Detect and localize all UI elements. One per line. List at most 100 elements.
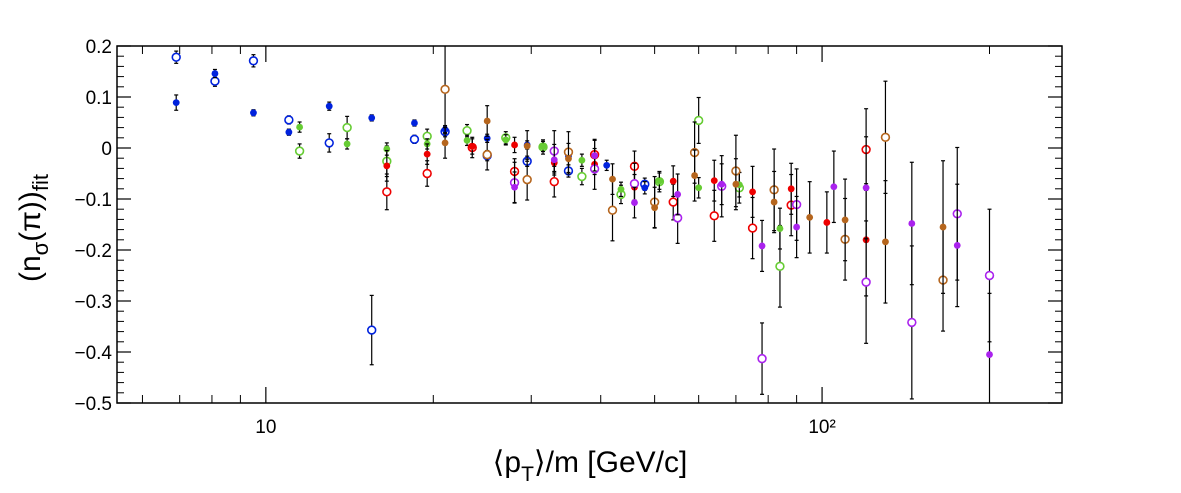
data-point-filled [285, 128, 293, 136]
y-title-sigma: σ [28, 241, 53, 255]
data-point-open [709, 211, 719, 221]
data-point-filled [787, 185, 795, 193]
plot-frame [116, 45, 1063, 404]
data-point-open [907, 317, 917, 328]
data-points-layer [171, 46, 995, 403]
data-point-filled [718, 180, 726, 188]
data-point-filled [343, 140, 351, 148]
data-point-open [549, 176, 559, 187]
data-point-filled [511, 141, 518, 149]
y-tick-label: −0.3 [74, 292, 112, 313]
data-point-filled [641, 184, 649, 192]
data-point-filled [483, 117, 491, 125]
data-point-filled [732, 180, 740, 188]
data-point-filled [710, 177, 718, 185]
data-point-filled [468, 143, 476, 150]
data-point-open [409, 134, 420, 145]
data-point-filled [211, 70, 219, 77]
data-point-filled [550, 156, 558, 164]
y-title-n: (n [14, 255, 47, 282]
data-point-filled [882, 238, 889, 246]
data-point-filled [325, 102, 333, 110]
x-tick-label: 10 [255, 417, 276, 438]
x-title-subscript: T [521, 463, 534, 486]
data-point-filled [511, 183, 518, 191]
data-point-filled [749, 188, 756, 196]
y-tick-label: 0.2 [86, 37, 112, 58]
data-point-filled [986, 351, 993, 358]
data-point-open [440, 84, 450, 95]
data-point-open [248, 56, 259, 66]
data-point-filled [463, 136, 471, 144]
data-point-open [382, 187, 392, 197]
data-point-filled [669, 177, 677, 185]
y-axis-title: (nσ(π))fit [14, 174, 53, 282]
data-point-filled [591, 152, 599, 160]
data-point-open [984, 270, 995, 281]
data-point-filled [862, 184, 870, 192]
x-tick-label: 10² [808, 417, 835, 438]
data-point-filled [770, 198, 778, 206]
data-point-filled [793, 223, 801, 231]
data-point-open [324, 138, 334, 148]
data-point-filled [908, 220, 916, 227]
data-point-filled [578, 156, 586, 164]
data-point-filled [539, 143, 547, 150]
data-point-open [462, 125, 472, 136]
data-point-filled [383, 162, 391, 170]
data-point-open [861, 277, 871, 287]
data-point-filled [830, 183, 838, 191]
data-point-filled [631, 199, 638, 206]
y-title-fit: fit [28, 174, 53, 191]
y-axis-title-group: (nσ(π))fit [14, 174, 53, 282]
data-point-open [629, 179, 640, 189]
data-point-filled [441, 139, 449, 147]
data-point-filled [617, 185, 625, 193]
data-point-filled [411, 119, 418, 127]
data-point-filled [823, 219, 831, 226]
data-point-filled [758, 242, 766, 250]
data-point-open [284, 115, 294, 125]
x-title-bracket-open: ⟨ [493, 446, 505, 479]
y-tick-label: −0.4 [74, 343, 112, 364]
data-point-filled [172, 99, 180, 107]
data-point-filled [939, 223, 947, 231]
data-point-filled [523, 142, 531, 150]
data-point-filled [953, 242, 961, 249]
data-point-open [607, 205, 618, 215]
y-tick-label: −0.2 [74, 241, 112, 262]
data-point-open [482, 149, 492, 160]
axes-layer: 0.2 0.1 0 −0.1 −0.2 −0.3 −0.4 −0.5 10 10² [74, 37, 1062, 438]
data-point-open [775, 261, 785, 272]
data-point-open [422, 168, 432, 179]
data-point-filled [609, 175, 616, 183]
y-tick-label: −0.1 [74, 190, 112, 211]
y-tick-label: 0.1 [86, 88, 112, 109]
data-point-open [210, 76, 220, 86]
data-point-filled [695, 184, 703, 192]
data-point-filled [368, 114, 376, 122]
data-point-open [668, 197, 678, 207]
data-point-open [577, 171, 587, 182]
data-point-filled [691, 172, 699, 179]
x-title-rest: ⟩/m [GeV/c] [534, 446, 687, 479]
data-point-open [880, 132, 891, 142]
data-point-open [171, 52, 181, 62]
data-point-filled [603, 161, 611, 169]
data-point-open [342, 122, 352, 133]
data-point-open [757, 353, 767, 364]
data-point-filled [806, 213, 814, 221]
x-title-p: p [504, 446, 521, 479]
data-point-filled [674, 191, 682, 198]
y-title-pi: (π)) [14, 191, 47, 242]
data-point-filled [250, 109, 257, 117]
data-point-filled [565, 155, 572, 163]
data-point-open [367, 325, 377, 335]
data-point-open [522, 174, 532, 185]
x-axis-title: ⟨pT⟩/m [GeV/c] [493, 446, 688, 486]
data-point-filled [656, 177, 663, 185]
data-point-filled [423, 150, 431, 158]
data-point-filled [776, 225, 784, 232]
data-point-filled [296, 123, 304, 131]
